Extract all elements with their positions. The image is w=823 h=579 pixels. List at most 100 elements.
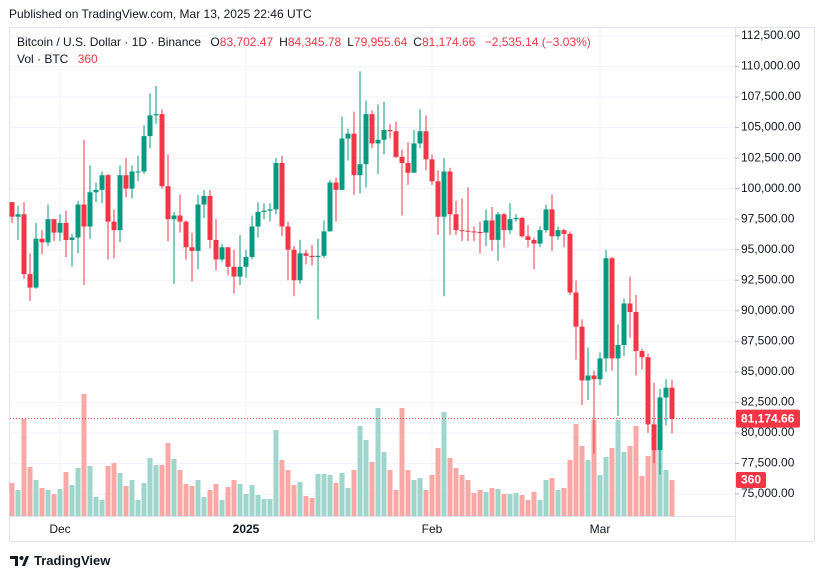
- volume-bar: [495, 489, 501, 516]
- volume-bar: [423, 490, 429, 516]
- candle-body: [111, 221, 117, 231]
- volume-bar: [519, 495, 525, 516]
- volume-bar: [579, 446, 585, 516]
- volume-bar: [453, 468, 459, 516]
- candle-body: [165, 186, 171, 220]
- candle-body: [375, 139, 381, 144]
- candle-body: [585, 375, 591, 381]
- volume-bar: [33, 480, 39, 516]
- volume-bar: [321, 474, 327, 516]
- volume-bar: [615, 420, 621, 516]
- candle-body: [489, 220, 495, 240]
- candle-body: [153, 114, 159, 116]
- volume-bar: [327, 475, 333, 516]
- volume-bar: [465, 480, 471, 516]
- volume-bar: [75, 468, 81, 516]
- volume-bar: [351, 470, 357, 516]
- candle-body: [621, 303, 627, 345]
- candle-body: [387, 129, 393, 132]
- candle-body: [33, 238, 39, 288]
- candle-body: [423, 131, 429, 160]
- volume-bar: [315, 474, 321, 516]
- y-tick-label: 105,000.00: [741, 120, 801, 134]
- volume-bar: [273, 430, 279, 516]
- candle-body: [651, 424, 657, 451]
- candle-body: [75, 204, 81, 238]
- volume-bar: [57, 489, 63, 516]
- chart-frame: [9, 27, 815, 542]
- volume-bar: [339, 473, 345, 516]
- volume-bar: [99, 500, 105, 516]
- candle-body: [9, 202, 15, 217]
- volume-bar: [387, 470, 393, 516]
- volume-bar: [651, 428, 657, 516]
- candle-body: [543, 209, 549, 231]
- candle-body: [225, 247, 231, 267]
- y-tick-label: 97,500.00: [741, 211, 795, 225]
- candle-body: [249, 226, 255, 258]
- last-price-tag: [736, 409, 800, 428]
- last-volume-tag: [736, 472, 766, 488]
- y-tick-label: 80,000.00: [741, 425, 795, 439]
- candle-body: [615, 344, 621, 359]
- volume-bar: [669, 480, 675, 516]
- volume-bar: [441, 412, 447, 516]
- volume-bar: [555, 490, 561, 516]
- volume-bar: [267, 499, 273, 516]
- candle-body: [603, 258, 609, 359]
- volume-bar: [549, 478, 555, 516]
- volume-bar: [525, 500, 531, 516]
- volume-bar: [393, 490, 399, 516]
- candle-body: [345, 133, 351, 139]
- volume-bar: [531, 492, 537, 516]
- y-tick-label: 112,500.00: [741, 28, 800, 42]
- y-tick-label: 90,000.00: [741, 303, 795, 317]
- volume-value: 360: [77, 52, 98, 66]
- candle-body: [243, 257, 249, 267]
- candle-body: [87, 192, 93, 227]
- candle-body: [513, 217, 519, 220]
- y-tick-label: 92,500.00: [741, 272, 795, 286]
- candle-body: [39, 238, 45, 243]
- candle-body: [135, 171, 141, 173]
- volume-bar: [447, 458, 453, 516]
- candle-body: [141, 136, 147, 172]
- ohlc-key: L: [347, 35, 354, 49]
- volume-bar: [597, 475, 603, 516]
- candle-body: [57, 222, 63, 233]
- volume-bar: [369, 462, 375, 516]
- candle-body: [495, 214, 501, 240]
- candle-body: [663, 387, 669, 398]
- volume-bar: [489, 488, 495, 516]
- volume-bar: [135, 500, 141, 516]
- candle-body: [609, 258, 615, 359]
- candle-body: [267, 209, 273, 211]
- candle-body: [537, 230, 543, 244]
- candle-body: [171, 215, 177, 220]
- candle-body: [417, 131, 423, 144]
- volume-bar: [171, 459, 177, 516]
- x-tick-label: Dec: [49, 522, 70, 536]
- candle-body: [81, 204, 87, 227]
- volume-bar: [69, 485, 75, 516]
- x-tick-label: Mar: [590, 522, 611, 536]
- candle-body: [639, 351, 645, 358]
- candle-body: [21, 214, 27, 275]
- volume-bar: [513, 493, 519, 516]
- candle-body: [465, 230, 471, 232]
- candle-body: [201, 195, 207, 205]
- published-note: Published on TradingView.com, Mar 13, 20…: [9, 7, 312, 21]
- candle-body: [561, 230, 567, 234]
- candle-body: [231, 266, 237, 277]
- candle-body: [297, 253, 303, 281]
- volume-bar: [333, 483, 339, 516]
- volume-bar: [87, 466, 93, 516]
- volume-bar: [45, 490, 51, 516]
- volume-bar: [303, 496, 309, 516]
- volume-bar: [15, 490, 21, 516]
- candle-body: [255, 211, 261, 227]
- candle-body: [507, 219, 513, 231]
- marks: [9, 71, 735, 516]
- candle-body: [429, 159, 435, 182]
